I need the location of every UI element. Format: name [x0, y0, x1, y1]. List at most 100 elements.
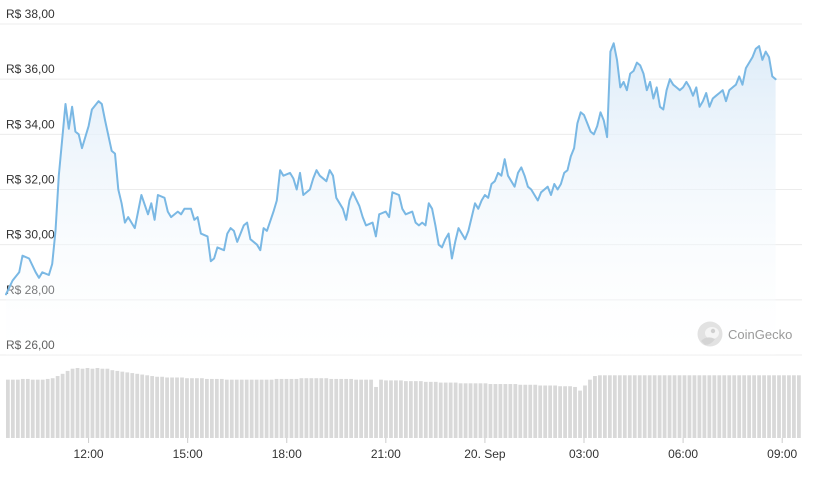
volume-bar [15, 379, 20, 438]
volume-bar [10, 379, 15, 438]
volume-bar [155, 376, 160, 438]
x-tick-label: 20. Sep [464, 447, 506, 461]
volume-bar [304, 378, 309, 438]
volume-bar [135, 373, 140, 438]
x-tick-label: 09:00 [767, 447, 797, 461]
volume-bar [607, 375, 612, 438]
volume-bar [269, 379, 274, 438]
volume-bar [418, 381, 423, 439]
volume-bar [100, 368, 105, 438]
x-tick-label: 15:00 [173, 447, 203, 461]
y-tick-label: R$ 30,00 [6, 228, 55, 242]
volume-bar [792, 375, 796, 438]
volume-bar [583, 385, 587, 438]
volume-bar [209, 378, 214, 438]
volume-bar [394, 380, 398, 438]
volume-bar [294, 378, 299, 438]
coingecko-watermark: CoinGecko [697, 321, 792, 347]
volume-bar [175, 377, 179, 438]
x-tick-label: 12:00 [74, 447, 104, 461]
volume-bar [553, 385, 558, 438]
volume-bar [50, 378, 55, 438]
volume-bar [279, 378, 284, 438]
volume-bar [707, 375, 712, 438]
volume-bar [677, 375, 682, 438]
volume-bar [404, 381, 408, 439]
volume-bar [85, 368, 90, 438]
volume-bar [543, 385, 548, 438]
volume-bar [150, 376, 155, 438]
volume-bar [428, 381, 433, 438]
volume-bar [797, 375, 801, 438]
volume-bar [498, 384, 503, 438]
volume-bar [667, 375, 672, 438]
volume-bar [413, 381, 418, 439]
volume-bar [488, 384, 493, 438]
volume-bar [782, 375, 786, 438]
volume-bar [364, 379, 368, 438]
volume-bar [697, 375, 702, 438]
volume-bar [105, 368, 110, 438]
volume-bar [45, 378, 50, 438]
volume-bar [672, 375, 677, 438]
volume-bar [374, 386, 378, 438]
volume-bar [25, 378, 30, 438]
volume-bar [603, 375, 607, 438]
volume-bar [349, 378, 354, 438]
volume-bar [344, 378, 349, 438]
volume-bar [190, 378, 194, 438]
volume-bar [767, 375, 771, 438]
volume-bar [309, 378, 314, 438]
volume-bar [752, 375, 757, 438]
volume-bar [483, 383, 488, 438]
volume-bar [612, 375, 617, 438]
volume-bar [722, 375, 727, 438]
volume-bar [70, 368, 75, 438]
volume-bar [493, 384, 498, 438]
volume-bar [647, 375, 652, 438]
volume-bar [60, 373, 65, 438]
volume-bar [717, 375, 722, 438]
volume-bar [438, 382, 443, 438]
volume-bar [334, 378, 339, 438]
volume-bar [777, 375, 781, 438]
volume-bar [90, 368, 95, 438]
volume-bar [264, 379, 269, 438]
volume-bar [274, 378, 279, 438]
volume-bar [145, 375, 150, 438]
volume-bar [120, 371, 125, 438]
volume-bar [578, 390, 582, 438]
volume-bar [518, 384, 523, 438]
volume-bar [140, 374, 145, 438]
volume-bar [289, 378, 294, 438]
price-area-fill [6, 43, 776, 356]
volume-bar [314, 378, 319, 438]
volume-bar [772, 375, 776, 438]
volume-bar [503, 384, 508, 438]
volume-bar [473, 383, 478, 438]
volume-bar [195, 378, 199, 438]
volume-bar [727, 375, 732, 438]
volume-bar [35, 379, 40, 438]
volume-bar [657, 375, 662, 438]
volume-bar [339, 378, 344, 438]
volume-bar [528, 384, 533, 438]
volume-bar [747, 375, 752, 438]
volume-bar [30, 379, 35, 438]
volume-bar [453, 382, 458, 438]
gecko-logo-icon [697, 321, 723, 347]
volume-bar [55, 376, 60, 438]
volume-bar [125, 372, 130, 439]
volume-bar [523, 384, 528, 438]
volume-bar [598, 375, 602, 438]
volume-bar [110, 370, 115, 438]
volume-bar [200, 378, 204, 438]
volume-bar [433, 381, 438, 438]
volume-bar [408, 381, 413, 439]
volume-bar [468, 383, 473, 438]
volume-bar [65, 370, 70, 438]
volume-bar [40, 379, 45, 438]
volume-bar [170, 377, 174, 438]
volume-bar [165, 377, 169, 438]
volume-bar [513, 384, 518, 438]
